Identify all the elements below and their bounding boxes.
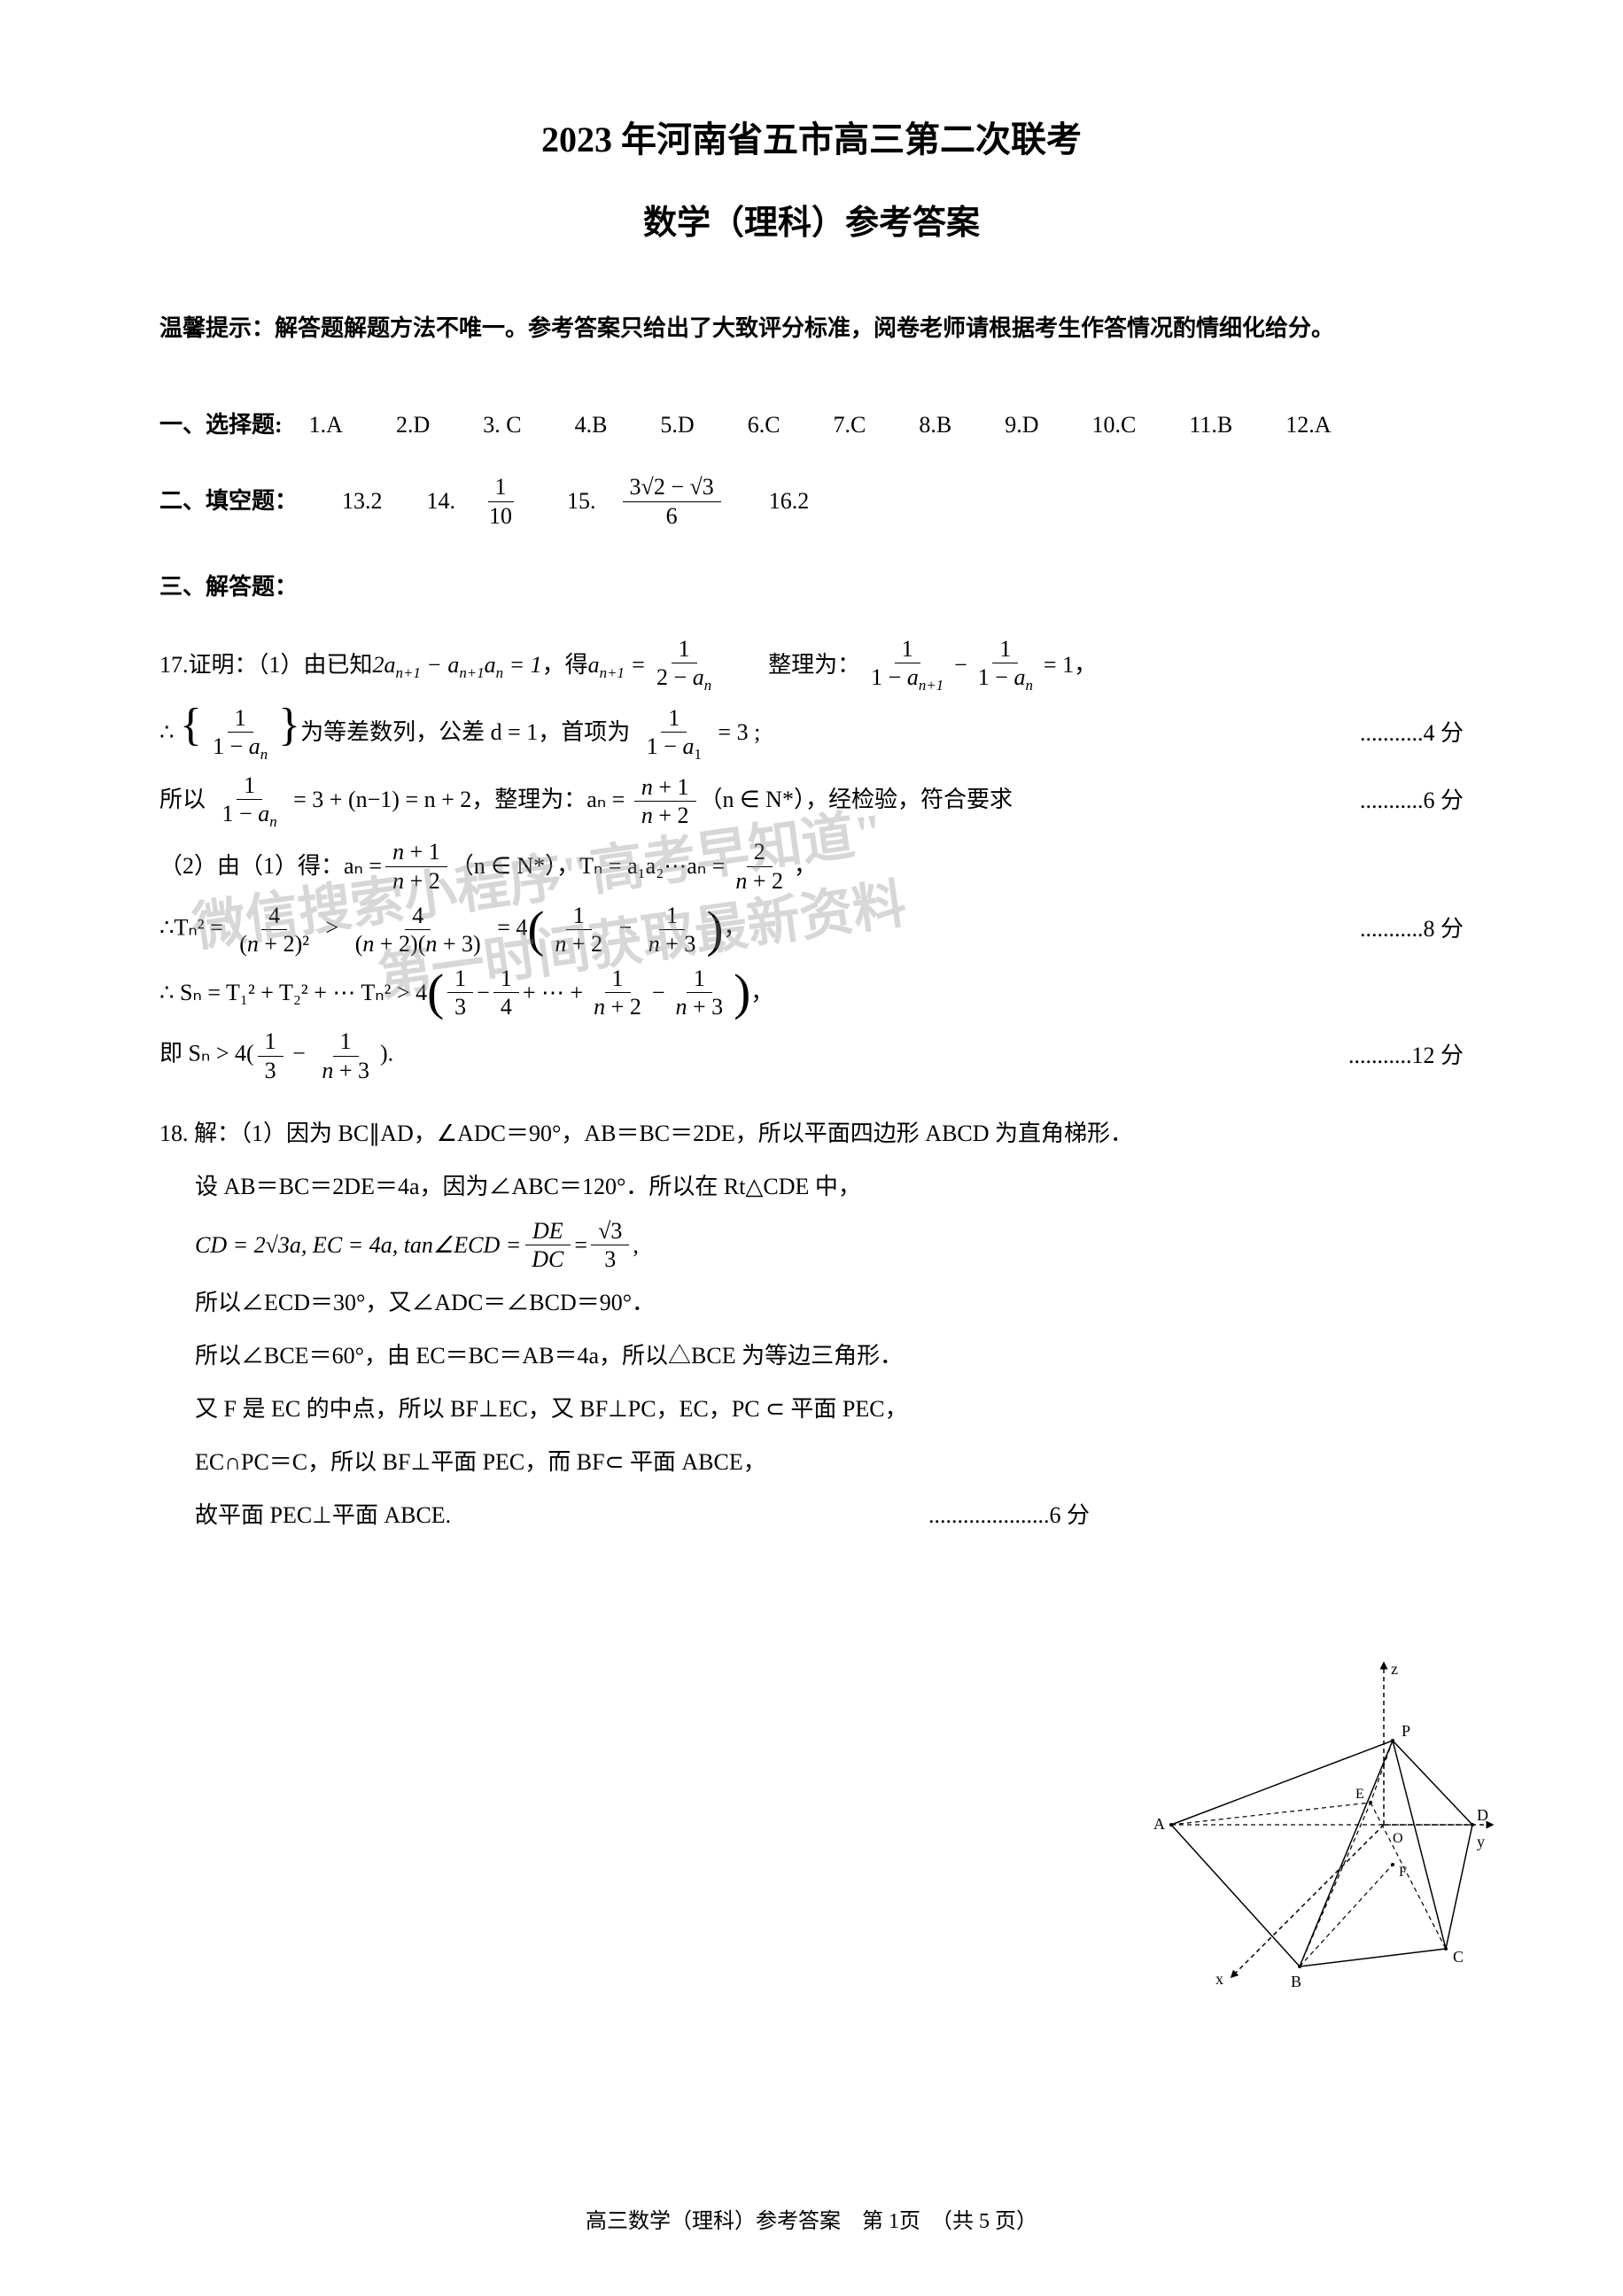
mc-item: 6.C [748, 403, 780, 446]
mc-item: 10.C [1092, 403, 1137, 446]
warm-tip: 温馨提示：解答题解题方法不唯一。参考答案只给出了大致评分标准，阅卷老师请根据考生… [159, 308, 1464, 350]
point-B: B [1291, 1973, 1301, 1990]
point-E: E [1355, 1787, 1364, 1802]
points-6: ...........6 分 [1324, 778, 1464, 824]
sub-title: 数学（理科）参考答案 [159, 191, 1464, 255]
fill-blank-row: 二、填空题： 13. 2 14. 110 15. 3√2 − √36 16. 2 [159, 473, 1464, 529]
fill-item: 15. 3√2 − √36 [567, 473, 725, 529]
mc-item: 7.C [834, 403, 866, 446]
point-F: F [1399, 1865, 1407, 1880]
q18-line-7: EC∩PC＝C，所以 BF⊥平面 PEC，而 BF⊂ 平面 ABCE， [159, 1439, 1090, 1485]
q17-line-7: 即 Sₙ > 4(13 − 1n + 3). ...........12 分 [159, 1028, 1464, 1083]
q18-line-2: 设 AB＝BC＝2DE＝4a，因为∠ABC＝120°．所以在 Rt△CDE 中， [159, 1164, 1464, 1210]
mc-item: 3. C [483, 403, 521, 446]
fill-item: 13. 2 [342, 479, 383, 523]
points-12: ...........12 分 [1313, 1033, 1464, 1079]
points-8: ...........8 分 [1324, 906, 1464, 952]
question-17: 17.证明：（1）由已知 2an+1 − an+1an = 1 ，得 an+1 … [159, 635, 1464, 1084]
q18-line-3: CD = 2√3a, EC = 4a, tan∠ECD = DEDC = √33… [159, 1217, 1090, 1273]
mc-item: 5.D [660, 403, 694, 446]
mc-item: 9.D [1005, 403, 1038, 446]
q18-line-1: 18. 解：（1）因为 BC∥AD，∠ADC＝90°，AB＝BC＝2DE，所以平… [159, 1111, 1464, 1157]
points-6-q18: .....................6 分 [893, 1493, 1090, 1539]
point-A: A [1153, 1815, 1165, 1833]
mc-label: 一、选择题: [159, 403, 283, 446]
mc-item: 12.A [1285, 403, 1331, 446]
geometry-diagram: z x y O D A B C P E F [1127, 1656, 1499, 1993]
q17-line-2: ∴ {11 − an}为等差数列，公差 d = 1，首项为 11 − a1 = … [159, 702, 1464, 764]
mc-item: 11.B [1189, 403, 1232, 446]
fill-label: 二、填空题： [159, 479, 298, 523]
point-P: P [1402, 1722, 1410, 1740]
mc-item: 4.B [575, 403, 608, 446]
q18-line-8: 故平面 PEC⊥平面 ABCE. .....................6 … [159, 1493, 1090, 1539]
fill-item: 14. 110 [427, 473, 524, 529]
mc-item: 8.B [919, 403, 951, 446]
q18-line-4: 所以∠ECD＝30°，又∠ADC＝∠BCD＝90°． [159, 1280, 1090, 1326]
q17-line-1: 17.证明：（1）由已知 2an+1 − an+1an = 1 ，得 an+1 … [159, 635, 1464, 695]
q17-line-5: ∴Tₙ² = 4(n + 2)² > 4(n + 2)(n + 3) = 4(1… [159, 902, 1464, 958]
question-18: 18. 解：（1）因为 BC∥AD，∠ADC＝90°，AB＝BC＝2DE，所以平… [159, 1111, 1464, 1539]
q18-line-5: 所以∠BCE＝60°，由 EC＝BC＝AB＝4a，所以△BCE 为等边三角形． [159, 1333, 1090, 1379]
essay-label: 三、解答题： [159, 565, 1464, 609]
point-D: D [1477, 1806, 1488, 1824]
points-4: ...........4 分 [1324, 710, 1464, 756]
axis-x-label: x [1215, 1970, 1223, 1988]
q17-line-4: （2）由（1）得：aₙ = n + 1n + 2 （n ∈ N*），Tₙ = a… [159, 838, 1464, 894]
fill-item: 16. 2 [769, 479, 810, 523]
axis-y-label: y [1477, 1833, 1485, 1850]
q18-line-6: 又 F 是 EC 的中点，所以 BF⊥EC，又 BF⊥PC，EC，PC ⊂ 平面… [159, 1386, 1090, 1432]
point-C: C [1453, 1948, 1464, 1966]
q17-line-3: 所以 11 − an = 3 + (n−1) = n + 2，整理为：aₙ = … [159, 772, 1464, 832]
q17-line-6: ∴ Sₙ = T₁² + T₂² + ⋯ Tₙ² > 4 ( 13 − 14 +… [159, 965, 1464, 1020]
mc-item: 2.D [396, 403, 430, 446]
axis-z-label: z [1391, 1660, 1398, 1678]
page-footer: 高三数学（理科）参考答案 第 1页 （共 5 页） [0, 2202, 1623, 2243]
point-O: O [1393, 1831, 1403, 1846]
multiple-choice-row: 一、选择题: 1.A 2.D 3. C 4.B 5.D 6.C 7.C 8.B … [159, 403, 1464, 446]
main-title: 2023 年河南省五市高三第二次联考 [159, 106, 1464, 174]
mc-item: 1.A [309, 403, 343, 446]
